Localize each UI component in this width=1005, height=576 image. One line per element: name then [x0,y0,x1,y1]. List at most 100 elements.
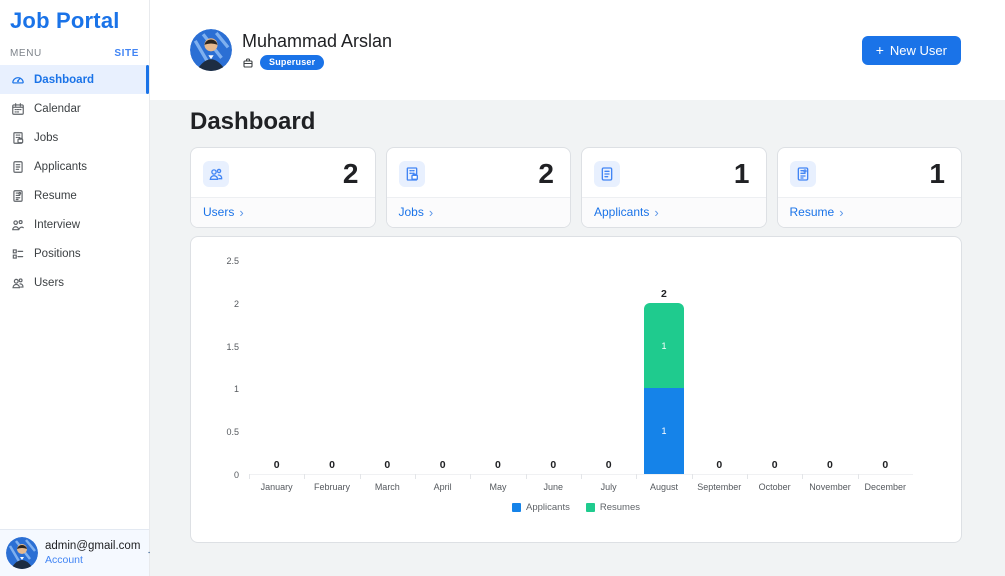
chart-bar-september: 0 [691,261,747,479]
sidebar-item-dashboard[interactable]: Dashboard [0,65,149,94]
y-tick-label: 2 [233,298,239,309]
chart-bar-march: 0 [359,261,415,479]
stat-link-applicants[interactable]: Applicants › [594,205,659,219]
dashboard-icon [10,72,25,87]
sidebar-item-label: Jobs [34,131,59,144]
sidebar-item-label: Applicants [34,160,88,173]
app-title: Job Portal [10,8,120,33]
legend-swatch [585,503,595,512]
account-link[interactable]: Account [45,553,83,566]
applicants-icon [10,159,25,174]
bar-value-label: 0 [882,459,889,471]
badge-row: Superuser [242,54,392,70]
stat-value: 2 [342,158,359,189]
avatar[interactable] [6,537,38,569]
sidebar-item-calendar[interactable]: Calendar [0,94,149,123]
stat-value: 2 [538,158,554,189]
menu-section-label: MENU [10,48,42,59]
stat-link-users[interactable]: Users › [203,205,244,219]
chart-bar-july: 0 [580,261,636,479]
stat-link-label: Users [203,205,235,219]
plus-icon: + [875,42,884,58]
sidebar-item-applicants[interactable]: Applicants [0,152,149,181]
jobs-icon [10,130,25,145]
bar-value-label: 0 [605,459,612,471]
sidebar-item-label: Dashboard [34,73,95,86]
bar-value-label: 0 [550,459,557,471]
x-tick-label: January [260,482,293,492]
site-link[interactable]: SITE [114,48,139,59]
x-tick-label: March [374,482,400,492]
stat-link-label: Resume [789,205,835,219]
legend-label: Applicants [526,502,570,513]
chart-bar-december: 0 [857,261,913,479]
chart-bar-october: 0 [746,261,802,479]
chart-bar-january: 0 [249,261,304,479]
x-tick-label: October [758,482,791,492]
stat-card-body: 1 [582,148,766,197]
stat-card-body: 2 [387,148,571,197]
chevron-right-icon: › [428,204,434,220]
x-tick-label: February [313,482,350,492]
resume-icon [789,161,816,187]
new-user-button[interactable]: + New User [861,35,961,65]
stat-link-jobs[interactable]: Jobs › [399,205,434,219]
users-icon [10,275,25,290]
sidebar-item-resume[interactable]: Resume [0,181,149,210]
x-tick-label: June [543,482,564,492]
y-tick-label: 1 [233,384,239,395]
chevron-right-icon: › [839,204,844,220]
main-content: Dashboard 2 Users › 2 Jobs › 1 Applicants › 1 Resu… [150,100,1005,576]
x-tick-label: December [864,482,907,492]
bar-value-label: 0 [384,459,391,471]
legend-item-resumes: Resumes [585,502,640,513]
page-title: Dashboard [190,108,316,135]
y-tick-label: 2.5 [226,256,239,266]
resume-icon [10,188,25,203]
legend-label: Resumes [599,502,640,513]
interview-icon [10,217,25,232]
jobs-icon [398,161,425,187]
positions-icon [10,246,25,261]
user-name: Muhammad Arslan [242,30,393,51]
bar-value-label: 2 [661,287,667,300]
x-tick-label: September [697,482,742,492]
bar-value-label: 0 [439,459,446,471]
stat-card-applicants: 1 Applicants › [581,147,767,228]
sidebar-item-users[interactable]: Users [0,268,149,297]
sidebar-item-interview[interactable]: Interview [0,210,149,239]
chart-bar-february: 0 [304,261,359,479]
account-text: admin@gmail.com Account [45,539,140,567]
bar-value-label: 0 [273,459,280,471]
chart-x-axis: January February March April May June July Augu… [203,482,949,492]
x-tick-label: May [489,482,507,492]
sidebar-item-positions[interactable]: Positions [0,239,149,268]
legend-item-applicants: Applicants [512,502,570,513]
bar-value-label: 0 [329,459,335,471]
stat-card-body: 1 [778,148,962,197]
y-tick-label: 0.5 [226,427,239,438]
users-icon [203,161,229,187]
sidebar-item-label: Users [34,276,65,289]
x-tick-label: April [433,482,452,492]
new-user-label: New User [889,42,947,58]
account-email: admin@gmail.com [45,540,141,553]
stat-value: 1 [733,158,750,189]
bar-value-label: 0 [771,459,778,471]
sidebar-item-label: Calendar [34,102,81,115]
account-bar: admin@gmail.com Account [0,529,161,576]
bar-value-label: 0 [716,459,723,471]
stat-link-resume[interactable]: Resume › [790,205,844,219]
sidebar-item-jobs[interactable]: Jobs [0,123,149,152]
stat-card-footer: Applicants › [582,197,766,227]
applicants-icon [594,161,620,187]
x-tick-label: November [809,482,851,492]
bar-segment-resumes: 1 [643,302,684,389]
sidebar-section-row: MENU SITE [0,40,149,65]
stat-cards-row: 2 Users › 2 Jobs › 1 Applicants › 1 Resume › [190,147,962,228]
chart-legend: Applicants Resumes [203,502,949,513]
profile-avatar[interactable] [190,29,232,71]
content-column: Muhammad Arslan Superuser + New User Das… [150,0,1005,576]
stat-card-footer: Resume › [777,197,961,227]
